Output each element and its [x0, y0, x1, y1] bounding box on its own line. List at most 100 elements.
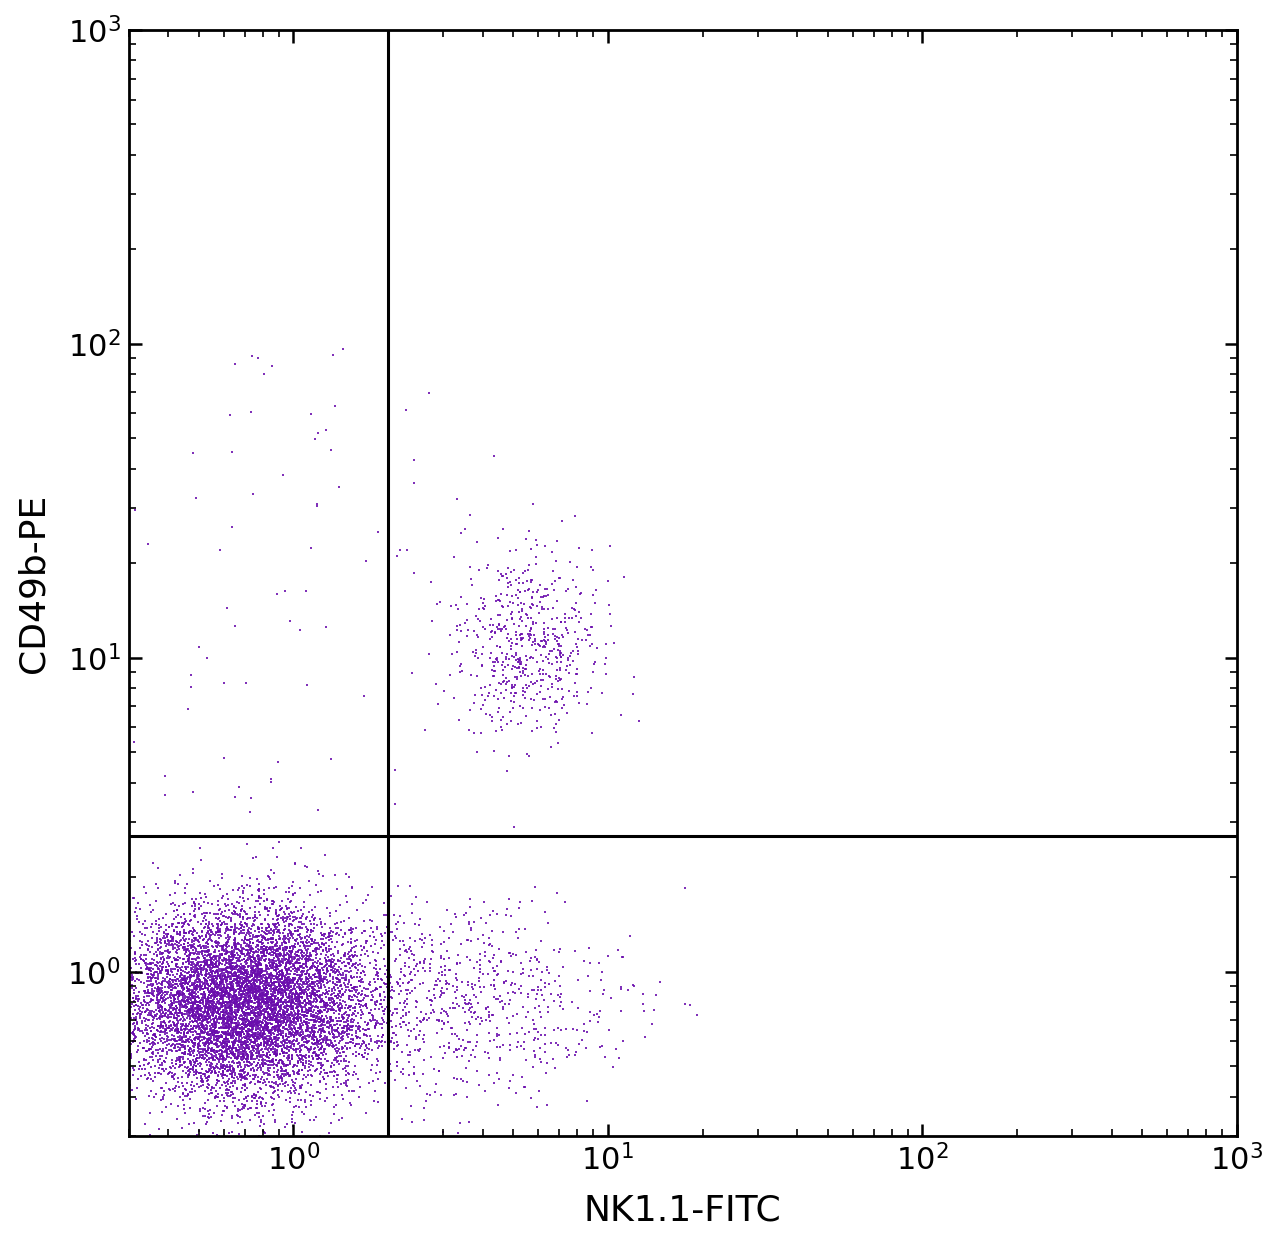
Point	[223, 974, 243, 994]
Point	[261, 1000, 282, 1020]
Point	[430, 982, 451, 1001]
Point	[119, 1001, 140, 1021]
Point	[308, 933, 329, 953]
Point	[292, 988, 312, 1008]
Point	[174, 995, 195, 1015]
Point	[184, 960, 205, 980]
Point	[291, 913, 311, 933]
Point	[170, 967, 191, 986]
Point	[198, 1105, 219, 1125]
Point	[123, 968, 143, 988]
Point	[306, 939, 326, 959]
Point	[276, 996, 297, 1016]
Point	[212, 1023, 233, 1042]
Point	[188, 996, 209, 1016]
Point	[301, 404, 321, 424]
Point	[260, 1029, 280, 1049]
Point	[250, 1036, 270, 1056]
Point	[218, 1047, 238, 1067]
Point	[210, 1046, 230, 1066]
Point	[298, 1047, 319, 1067]
Point	[264, 973, 284, 993]
Point	[497, 672, 517, 692]
Point	[393, 1006, 413, 1026]
Point	[193, 935, 214, 955]
Point	[187, 1069, 207, 1088]
Point	[215, 995, 236, 1015]
Point	[293, 954, 314, 974]
Point	[178, 1049, 198, 1069]
Point	[212, 1050, 233, 1070]
Point	[206, 1026, 227, 1046]
Point	[257, 1004, 278, 1024]
Point	[242, 1033, 262, 1052]
Point	[338, 954, 358, 974]
Point	[559, 656, 580, 675]
Point	[252, 918, 273, 938]
Point	[421, 942, 442, 962]
Point	[532, 689, 553, 709]
Point	[225, 929, 246, 949]
Point	[141, 1021, 161, 1041]
Point	[287, 998, 307, 1018]
Point	[205, 984, 225, 1004]
Point	[338, 980, 358, 1000]
Point	[225, 957, 246, 977]
Point	[129, 1051, 150, 1071]
Point	[329, 1000, 349, 1020]
Point	[311, 970, 332, 990]
Point	[261, 1030, 282, 1050]
Point	[279, 1030, 300, 1050]
Point	[125, 989, 146, 1009]
Point	[124, 1008, 145, 1028]
Point	[541, 704, 562, 724]
Point	[493, 996, 513, 1016]
Point	[212, 944, 233, 964]
Point	[146, 952, 166, 972]
Point	[292, 1069, 312, 1088]
Point	[518, 746, 539, 766]
Point	[264, 1024, 284, 1044]
Point	[264, 978, 284, 998]
Point	[243, 926, 264, 945]
Point	[256, 999, 276, 1019]
Point	[156, 1042, 177, 1062]
Point	[110, 1031, 131, 1051]
Point	[282, 986, 302, 1006]
Point	[247, 964, 268, 984]
Point	[177, 978, 197, 998]
Point	[310, 993, 330, 1013]
Point	[237, 985, 257, 1005]
Point	[169, 1077, 189, 1097]
Point	[484, 945, 504, 965]
Point	[165, 883, 186, 903]
Point	[256, 993, 276, 1013]
Point	[324, 1015, 344, 1035]
Point	[124, 902, 145, 922]
Point	[517, 1001, 538, 1021]
Point	[563, 570, 584, 590]
Point	[260, 1076, 280, 1096]
Point	[206, 1056, 227, 1076]
Point	[205, 1061, 225, 1081]
Point	[164, 1008, 184, 1028]
Point	[207, 904, 228, 924]
Point	[255, 1123, 275, 1143]
Point	[291, 878, 311, 898]
Point	[512, 628, 532, 648]
Point	[271, 1081, 292, 1101]
Point	[252, 990, 273, 1010]
Point	[116, 1034, 137, 1054]
Point	[250, 996, 270, 1016]
Point	[288, 926, 308, 945]
Point	[346, 1024, 366, 1044]
Point	[580, 980, 600, 1000]
Point	[297, 969, 317, 989]
Point	[210, 984, 230, 1004]
Point	[169, 967, 189, 986]
Point	[268, 1020, 288, 1040]
Point	[227, 973, 247, 993]
Point	[248, 929, 269, 949]
Point	[324, 991, 344, 1011]
Point	[269, 1003, 289, 1023]
